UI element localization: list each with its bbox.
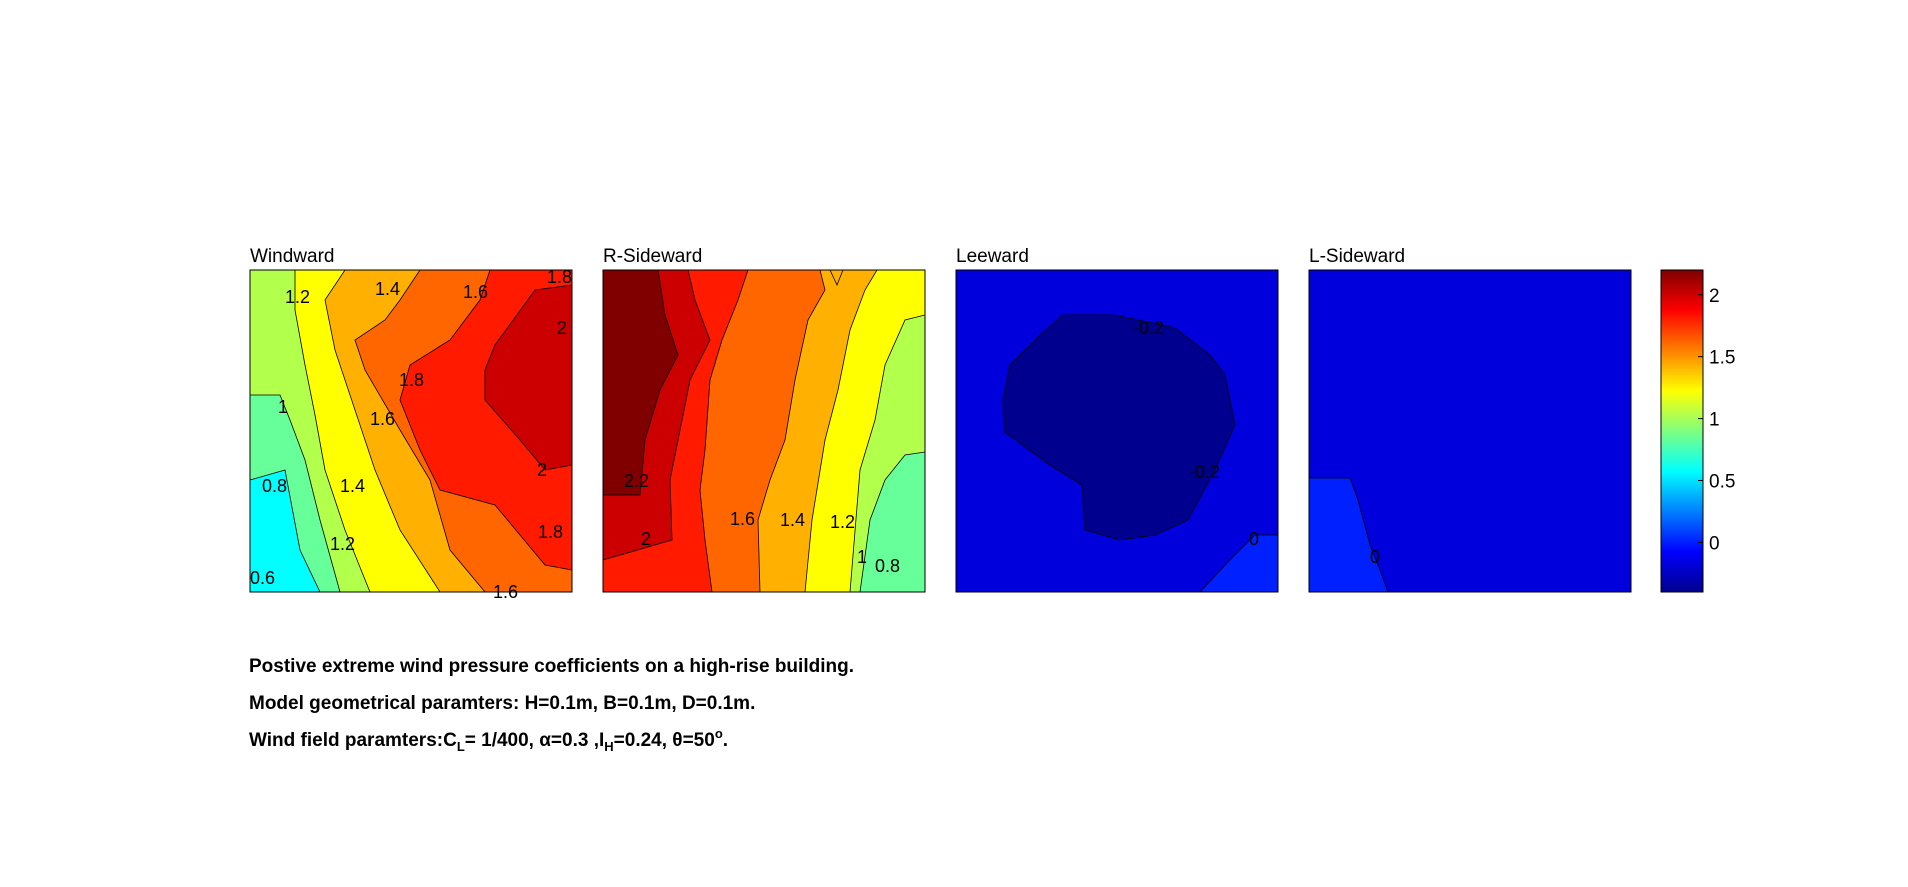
contour-label: 0 xyxy=(1370,547,1380,567)
contour-label: 2 xyxy=(537,460,547,480)
r-sideward-field-7 xyxy=(603,270,679,496)
caption-line-2: Model geometrical paramters: H=0.1m, B=0… xyxy=(249,693,756,714)
colorbar: 0 0.5 1 1.5 2 xyxy=(1660,269,1735,593)
contour-label: 1.2 xyxy=(285,287,310,307)
l-sideward-field-1 xyxy=(1309,477,1389,592)
leeward-field-1 xyxy=(1002,314,1236,541)
panel-leeward: Leeward -0.2 -0.2 0 xyxy=(955,246,1279,593)
contour-label: -0.2 xyxy=(1133,318,1164,338)
caption-text: Wind field paramters:C xyxy=(249,730,457,751)
panel-title-leeward: Leeward xyxy=(956,246,1029,267)
caption-line-1: Postive extreme wind pressure coefficien… xyxy=(249,656,854,677)
caption-superscript: o xyxy=(714,726,723,741)
contour-label: 2 xyxy=(641,529,651,549)
contour-label: 0 xyxy=(1249,529,1259,549)
contour-label: 2 xyxy=(557,318,567,338)
contour-label: 0.8 xyxy=(875,556,900,576)
contour-label: 1.2 xyxy=(330,534,355,554)
caption-subscript: H xyxy=(604,739,614,754)
panel-windward: Windward 1.2 1.4 1.6 1.8 2 1 1.8 1.6 0.8… xyxy=(249,246,573,602)
caption-line-3: Wind field paramters:CL= 1/400, α=0.3 ,I… xyxy=(249,727,729,754)
contour-label: 1.6 xyxy=(493,582,518,602)
caption-text: =0.24, θ=50 xyxy=(613,730,715,751)
leeward-field-2 xyxy=(1199,534,1278,592)
colorbar-tick-label: 0 xyxy=(1709,533,1720,554)
contour-label: 1 xyxy=(278,397,288,417)
contour-label: 1.4 xyxy=(780,510,805,530)
panel-title-r-sideward: R-Sideward xyxy=(603,246,702,267)
caption-subscript: L xyxy=(456,739,465,754)
contour-label: 1 xyxy=(857,547,867,567)
colorbar-tick-label: 2 xyxy=(1709,286,1720,307)
contour-label: 1.6 xyxy=(370,409,395,429)
panel-l-sideward: L-Sideward 0 xyxy=(1308,246,1632,593)
colorbar-tick-label: 0.5 xyxy=(1709,472,1735,493)
contour-label: 1.8 xyxy=(399,370,424,390)
contour-label: 1.6 xyxy=(463,282,488,302)
contour-label: 1.8 xyxy=(538,522,563,542)
caption-text: = 1/400, α=0.3 ,I xyxy=(464,730,605,751)
contour-label: 1.6 xyxy=(730,509,755,529)
caption-text: . xyxy=(722,730,729,751)
colorbar-tick-label: 1.5 xyxy=(1709,348,1735,369)
colorbar-tick-label: 1 xyxy=(1709,410,1720,431)
contour-label: 1.8 xyxy=(547,267,572,287)
colorbar-gradient xyxy=(1660,269,1704,593)
contour-label: 1.4 xyxy=(340,476,365,496)
panel-title-l-sideward: L-Sideward xyxy=(1309,246,1405,267)
contour-label: 1.2 xyxy=(830,512,855,532)
panel-r-sideward: R-Sideward 2.2 2 1.6 1.4 1.2 1 0.8 xyxy=(602,246,926,593)
contour-label: -0.2 xyxy=(1189,462,1220,482)
contour-label: 0.6 xyxy=(250,568,275,588)
contour-label: 0.8 xyxy=(262,476,287,496)
colorbar-ticks: 0 0.5 1 1.5 2 xyxy=(1698,286,1735,554)
contour-label: 1.4 xyxy=(375,279,400,299)
contour-label: 2.2 xyxy=(624,471,649,491)
windward-field-7 xyxy=(484,284,572,471)
panel-title-windward: Windward xyxy=(250,246,334,267)
